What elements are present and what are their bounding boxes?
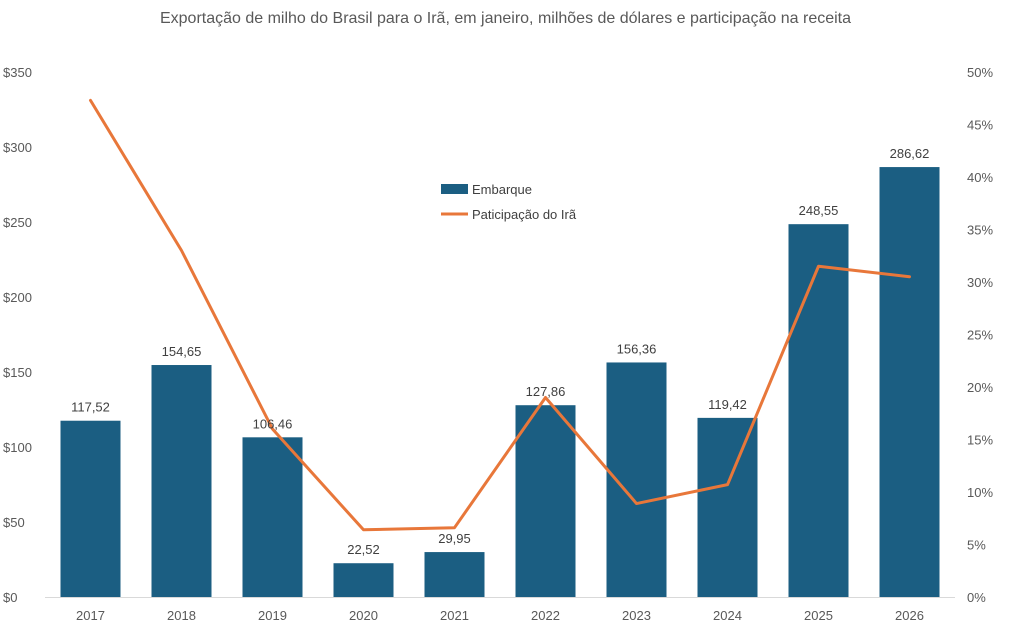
bar-2026	[879, 167, 940, 597]
bar-data-label: 106,46	[253, 416, 293, 431]
bar-data-label: 286,62	[890, 146, 930, 161]
share-line	[89, 98, 911, 532]
y-left-tick-label: $200	[3, 290, 32, 305]
y-left-tick-label: $100	[3, 440, 32, 455]
bar-data-label: 29,95	[438, 531, 471, 546]
bar-2019	[242, 437, 303, 597]
y-right-tick-label: 20%	[967, 380, 993, 395]
y-right-tick-label: 40%	[967, 170, 993, 185]
y-left-tick-label: $300	[3, 140, 32, 155]
y-right-tick-label: 25%	[967, 328, 993, 343]
chart-title: Exportação de milho do Brasil para o Irã…	[159, 10, 852, 27]
bar-data-label: 154,65	[162, 344, 202, 359]
x-tick-label: 2019	[258, 608, 287, 623]
x-tick-label: 2017	[76, 608, 105, 623]
y-left-tick-label: $350	[3, 65, 32, 80]
y-left-tick-label: $150	[3, 365, 32, 380]
y-left-tick-label: $50	[3, 515, 25, 530]
legend-label-embarque: Embarque	[472, 182, 532, 197]
y-right-tick-label: 5%	[967, 538, 986, 553]
bar-data-label: 156,36	[617, 341, 657, 356]
x-tick-label: 2020	[349, 608, 378, 623]
y-right-tick-label: 30%	[967, 275, 993, 290]
x-tick-label: 2024	[713, 608, 742, 623]
y-right-tick-label: 15%	[967, 433, 993, 448]
bar-2025	[788, 224, 849, 598]
x-tick-label: 2018	[167, 608, 196, 623]
bar-2024	[697, 417, 758, 597]
x-tick-label: 2026	[895, 608, 924, 623]
x-tick-label: 2025	[804, 608, 833, 623]
bar-data-label: 248,55	[799, 203, 839, 218]
y-right-tick-label: 10%	[967, 485, 993, 500]
legend-label-participacao: Paticipação do Irã	[472, 207, 577, 222]
bar-2020	[333, 563, 394, 597]
bar-2021	[424, 552, 485, 597]
bar-data-label: 117,52	[71, 400, 110, 415]
y-right-tick-label: 50%	[967, 65, 993, 80]
bar-2017	[60, 420, 121, 597]
legend-bar-swatch	[441, 184, 468, 194]
y-left-tick-label: $250	[3, 215, 32, 230]
y-right-tick-label: 35%	[967, 223, 993, 238]
bar-data-label: 22,52	[347, 542, 380, 557]
y-left-tick-label: $0	[3, 590, 17, 605]
x-tick-label: 2022	[531, 608, 560, 623]
x-tick-label: 2021	[440, 608, 469, 623]
bar-data-label: 119,42	[708, 397, 747, 412]
bar-2022	[515, 405, 576, 597]
y-right-tick-label: 0%	[967, 590, 986, 605]
bar-data-label: 127,86	[526, 384, 566, 399]
y-right-tick-label: 45%	[967, 118, 993, 133]
bar-2018	[151, 365, 212, 597]
x-tick-label: 2023	[622, 608, 651, 623]
